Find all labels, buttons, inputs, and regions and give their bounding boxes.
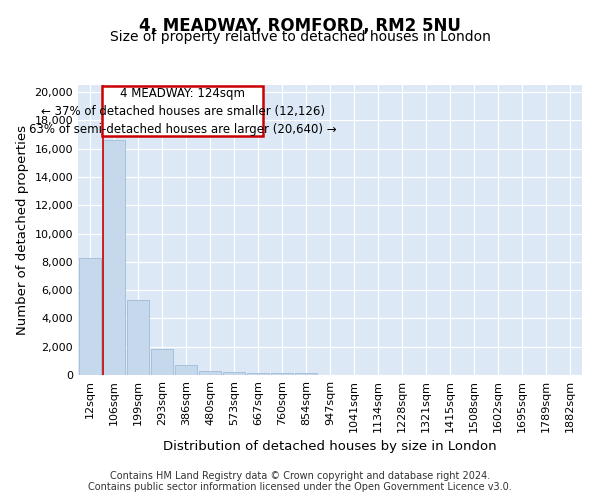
Bar xyxy=(151,349,173,375)
Bar xyxy=(103,140,125,375)
Text: Contains HM Land Registry data © Crown copyright and database right 2024.
Contai: Contains HM Land Registry data © Crown c… xyxy=(88,471,512,492)
FancyBboxPatch shape xyxy=(103,86,263,136)
Bar xyxy=(247,372,269,375)
Text: 4 MEADWAY: 124sqm
← 37% of detached houses are smaller (12,126)
63% of semi-deta: 4 MEADWAY: 124sqm ← 37% of detached hous… xyxy=(29,86,337,136)
Text: Size of property relative to detached houses in London: Size of property relative to detached ho… xyxy=(110,30,490,44)
Bar xyxy=(295,373,317,375)
X-axis label: Distribution of detached houses by size in London: Distribution of detached houses by size … xyxy=(163,440,497,454)
Y-axis label: Number of detached properties: Number of detached properties xyxy=(16,125,29,335)
Bar xyxy=(175,365,197,375)
Bar xyxy=(271,373,293,375)
Bar xyxy=(79,258,101,375)
Bar xyxy=(199,371,221,375)
Bar xyxy=(127,300,149,375)
Text: 4, MEADWAY, ROMFORD, RM2 5NU: 4, MEADWAY, ROMFORD, RM2 5NU xyxy=(139,18,461,36)
Bar xyxy=(223,372,245,375)
